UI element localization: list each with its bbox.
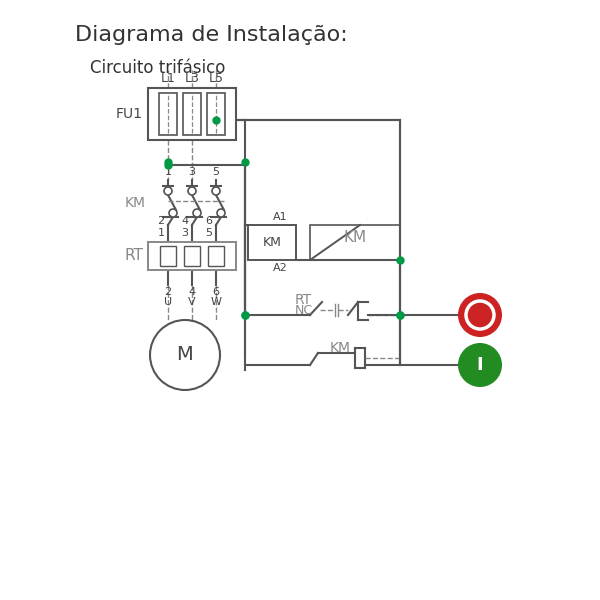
Text: KM: KM bbox=[329, 341, 350, 355]
Circle shape bbox=[150, 320, 220, 390]
Text: 6: 6 bbox=[212, 287, 220, 297]
Text: A1: A1 bbox=[272, 212, 287, 222]
Text: RT: RT bbox=[295, 293, 312, 307]
Text: KM: KM bbox=[125, 196, 146, 210]
Bar bbox=[160, 246, 176, 266]
Circle shape bbox=[212, 187, 220, 195]
Text: W: W bbox=[211, 297, 221, 307]
Text: NC: NC bbox=[295, 304, 313, 317]
Bar bbox=[148, 88, 236, 140]
Text: 1: 1 bbox=[157, 228, 164, 238]
Text: 5: 5 bbox=[205, 228, 212, 238]
Text: Diagrama de Instalação:: Diagrama de Instalação: bbox=[75, 25, 348, 45]
Bar bbox=[148, 242, 236, 270]
Text: 1: 1 bbox=[164, 167, 172, 177]
Text: M: M bbox=[176, 346, 193, 364]
Circle shape bbox=[164, 187, 172, 195]
Text: 4: 4 bbox=[181, 216, 188, 226]
Text: RT: RT bbox=[124, 248, 143, 263]
Text: 2: 2 bbox=[157, 216, 164, 226]
Bar bbox=[183, 93, 201, 135]
Text: 3: 3 bbox=[182, 228, 188, 238]
Text: 4: 4 bbox=[188, 287, 196, 297]
Circle shape bbox=[169, 209, 177, 217]
Text: 5: 5 bbox=[212, 167, 220, 177]
Circle shape bbox=[458, 293, 502, 337]
Text: L1: L1 bbox=[161, 71, 175, 85]
Circle shape bbox=[188, 187, 196, 195]
Text: KM: KM bbox=[343, 230, 367, 245]
Circle shape bbox=[466, 301, 494, 329]
Bar bbox=[248, 225, 296, 260]
Text: V: V bbox=[188, 297, 196, 307]
Bar bbox=[184, 246, 200, 266]
Text: 3: 3 bbox=[188, 167, 196, 177]
Bar bbox=[159, 93, 177, 135]
Bar bbox=[208, 246, 224, 266]
Text: L3: L3 bbox=[185, 71, 199, 85]
Text: I: I bbox=[476, 356, 484, 374]
Text: Circuito trifásico: Circuito trifásico bbox=[90, 59, 226, 77]
Text: FU1: FU1 bbox=[116, 107, 143, 121]
Text: U: U bbox=[164, 297, 172, 307]
Circle shape bbox=[458, 343, 502, 387]
Bar bbox=[207, 93, 225, 135]
Circle shape bbox=[217, 209, 225, 217]
Text: L5: L5 bbox=[209, 71, 223, 85]
Text: 6: 6 bbox=[205, 216, 212, 226]
Text: A2: A2 bbox=[272, 263, 287, 273]
Circle shape bbox=[193, 209, 201, 217]
Text: KM: KM bbox=[263, 236, 281, 249]
Text: 2: 2 bbox=[164, 287, 172, 297]
Bar bbox=[310, 225, 400, 260]
